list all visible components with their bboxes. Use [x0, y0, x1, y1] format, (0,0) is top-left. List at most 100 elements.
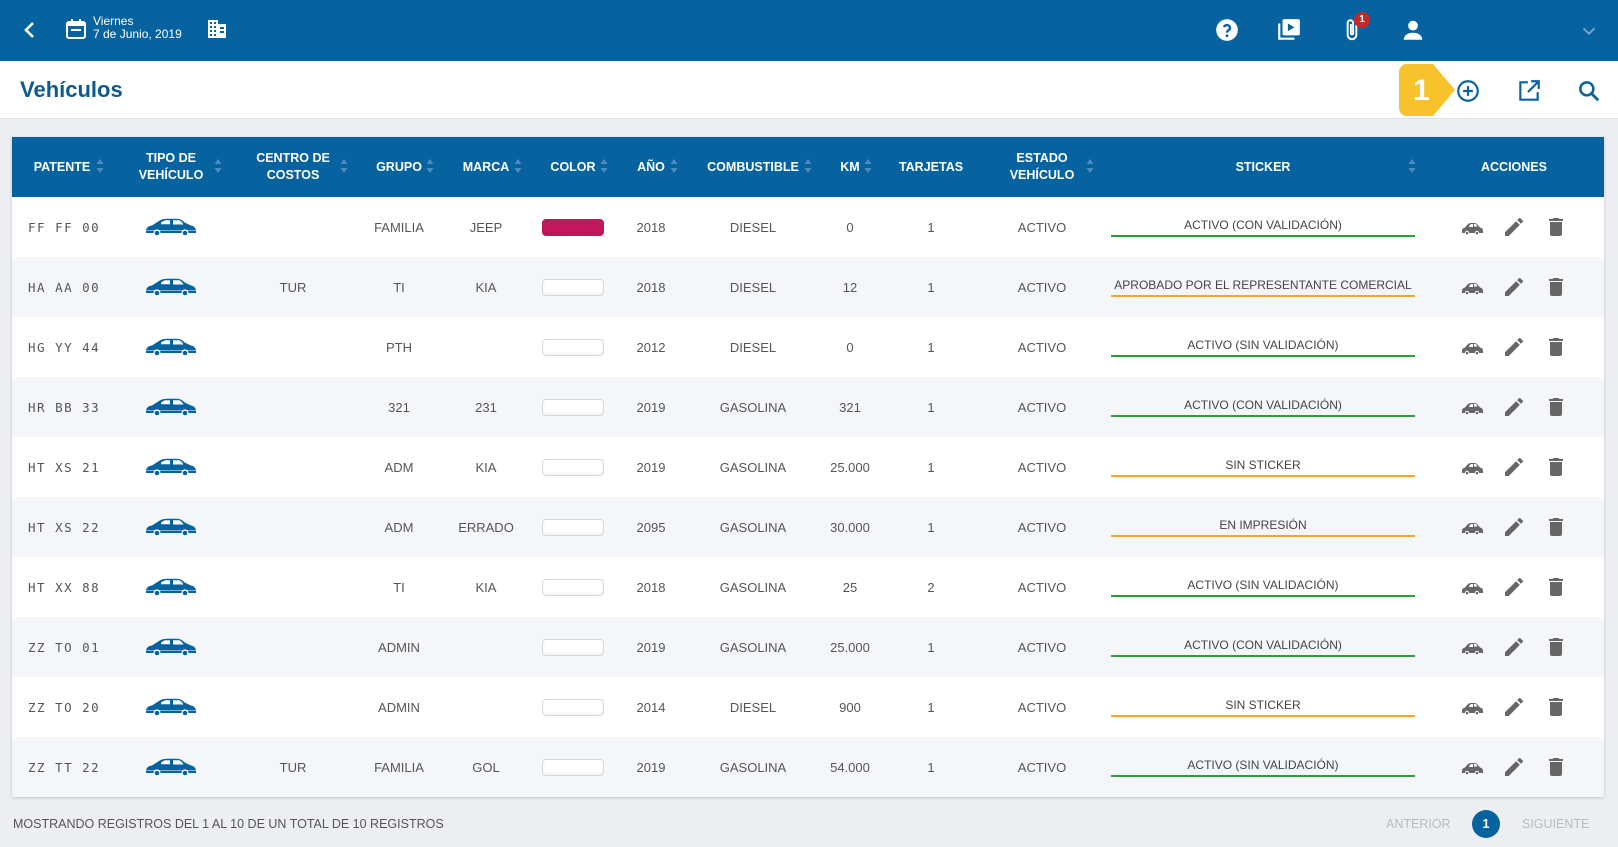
add-circle-icon[interactable]	[1455, 78, 1481, 104]
edit-pencil-icon[interactable]	[1502, 215, 1526, 239]
edit-pencil-icon[interactable]	[1502, 635, 1526, 659]
table-row[interactable]: FF FF 00 FAMILIA JEEP 2018 DIESEL 0 1 ACTIVO ACT…	[12, 197, 1604, 257]
column-header-label: TIPO DE VEHÍCULO	[138, 151, 204, 182]
edit-pencil-icon[interactable]	[1502, 695, 1526, 719]
cell-anio: 2019	[636, 399, 666, 415]
table-row[interactable]: ZZ TO 20 ADMIN 2014 DIESEL 900 1 ACTIVO SIN STI…	[12, 677, 1604, 737]
car-cards-icon[interactable]	[1460, 455, 1484, 479]
search-icon[interactable]	[1576, 78, 1602, 104]
sort-icon[interactable]	[1408, 158, 1416, 174]
step-number: 1	[1413, 74, 1430, 107]
pagination-previous[interactable]: ANTERIOR	[1386, 817, 1451, 831]
cell-tipo-vehiculo	[112, 497, 230, 557]
trash-icon[interactable]	[1544, 395, 1568, 419]
pagination-next[interactable]: SIGUIENTE	[1522, 817, 1590, 831]
car-cards-icon[interactable]	[1460, 515, 1484, 539]
car-cards-icon[interactable]	[1460, 275, 1484, 299]
trash-icon[interactable]	[1544, 215, 1568, 239]
sort-icon[interactable]	[214, 158, 222, 174]
sort-icon[interactable]	[600, 158, 608, 174]
column-header-estado-vehiculo[interactable]: ESTADO VEHÍCULO	[982, 137, 1102, 197]
table-row[interactable]: HA AA 00 TUR TI KIA 2018 DIESEL 12 1 ACTIVO APROB…	[12, 257, 1604, 317]
car-cards-icon[interactable]	[1460, 335, 1484, 359]
column-header-marca[interactable]: MARCA	[442, 137, 530, 197]
car-cards-icon[interactable]	[1460, 575, 1484, 599]
cell-sticker: EN IMPRESIÓN	[1102, 497, 1424, 557]
cell-sticker: SIN STICKER	[1102, 437, 1424, 497]
edit-pencil-icon[interactable]	[1502, 395, 1526, 419]
car-cards-icon[interactable]	[1460, 635, 1484, 659]
table-row[interactable]: HT XX 88 TI KIA 2018 GASOLINA 25 2 ACTIVO ACTIVO…	[12, 557, 1604, 617]
cell-km: 0	[846, 219, 854, 235]
car-cards-icon[interactable]	[1460, 695, 1484, 719]
step-indicator-badge: 1	[1399, 64, 1455, 116]
column-header-color[interactable]: COLOR	[530, 137, 616, 197]
edit-pencil-icon[interactable]	[1502, 515, 1526, 539]
table-row[interactable]: HR BB 33 321 231 2019 GASOLINA 321 1 ACTIVO ACTI…	[12, 377, 1604, 437]
cell-patente: ZZ TO 20	[28, 699, 101, 715]
sort-icon[interactable]	[864, 158, 872, 174]
cell-sticker: ACTIVO (SIN VALIDACIÓN)	[1102, 317, 1424, 377]
pagination-page-1[interactable]: 1	[1472, 810, 1500, 838]
column-header-anio[interactable]: AÑO	[616, 137, 686, 197]
column-header-combustible[interactable]: COMBUSTIBLE	[686, 137, 820, 197]
sort-icon[interactable]	[426, 158, 434, 174]
trash-icon[interactable]	[1544, 695, 1568, 719]
trash-icon[interactable]	[1544, 455, 1568, 479]
car-cards-icon[interactable]	[1460, 755, 1484, 779]
column-header-sticker[interactable]: STICKER	[1102, 137, 1424, 197]
car-icon	[146, 638, 196, 657]
table-row[interactable]: HT XS 21 ADM KIA 2019 GASOLINA 25.000 1 ACTIVO S…	[12, 437, 1604, 497]
cell-anio: 2019	[636, 459, 666, 475]
sort-icon[interactable]	[1086, 158, 1094, 174]
color-swatch	[542, 518, 604, 536]
table-header-row: PATENTE TIPO DE VEHÍCULO CENTRO DE COSTOS G…	[12, 137, 1604, 197]
car-cards-icon[interactable]	[1460, 215, 1484, 239]
cell-tarjetas: 1	[927, 399, 935, 415]
edit-pencil-icon[interactable]	[1502, 755, 1526, 779]
cell-tipo-vehiculo	[112, 737, 230, 797]
trash-icon[interactable]	[1544, 575, 1568, 599]
building-icon[interactable]	[205, 17, 229, 41]
edit-pencil-icon[interactable]	[1502, 455, 1526, 479]
cell-tarjetas: 1	[927, 759, 935, 775]
trash-icon[interactable]	[1544, 335, 1568, 359]
edit-pencil-icon[interactable]	[1502, 575, 1526, 599]
car-cards-icon[interactable]	[1460, 395, 1484, 419]
table-row[interactable]: HT XS 22 ADM ERRADO 2095 GASOLINA 30.000 1 ACTI…	[12, 497, 1604, 557]
video-icon[interactable]	[1276, 17, 1302, 43]
trash-icon[interactable]	[1544, 515, 1568, 539]
chevron-left-icon[interactable]	[18, 18, 42, 42]
sort-icon[interactable]	[804, 158, 812, 174]
column-header-label: STICKER	[1235, 159, 1291, 174]
open-external-icon[interactable]	[1516, 78, 1542, 104]
sort-icon[interactable]	[340, 158, 348, 174]
column-header-tipo-vehiculo[interactable]: TIPO DE VEHÍCULO	[112, 137, 230, 197]
column-header-patente[interactable]: PATENTE	[12, 137, 112, 197]
cell-acciones	[1424, 257, 1604, 317]
cell-tipo-vehiculo	[112, 197, 230, 257]
trash-icon[interactable]	[1544, 275, 1568, 299]
chevron-down-icon[interactable]	[1578, 20, 1600, 42]
help-icon[interactable]	[1214, 17, 1240, 43]
cell-patente: HR BB 33	[28, 399, 101, 415]
cell-centro-costos: TUR	[279, 759, 307, 775]
trash-icon[interactable]	[1544, 635, 1568, 659]
user-icon[interactable]	[1400, 17, 1426, 43]
table-row[interactable]: ZZ TT 22 TUR FAMILIA GOL 2019 GASOLINA 54.000 1…	[12, 737, 1604, 797]
cell-marca	[442, 317, 530, 377]
edit-pencil-icon[interactable]	[1502, 335, 1526, 359]
column-header-centro-costos[interactable]: CENTRO DE COSTOS	[230, 137, 356, 197]
table-row[interactable]: HG YY 44 PTH 2012 DIESEL 0 1 ACTIVO ACTIVO (SIN…	[12, 317, 1604, 377]
column-header-grupo[interactable]: GRUPO	[356, 137, 442, 197]
paperclip-icon[interactable]	[1339, 17, 1365, 43]
trash-icon[interactable]	[1544, 755, 1568, 779]
sort-icon[interactable]	[670, 158, 678, 174]
sticker-status: SIN STICKER	[1111, 458, 1415, 477]
sort-icon[interactable]	[514, 158, 522, 174]
edit-pencil-icon[interactable]	[1502, 275, 1526, 299]
column-header-km[interactable]: KM	[820, 137, 880, 197]
vehicles-table: PATENTE TIPO DE VEHÍCULO CENTRO DE COSTOS G…	[12, 137, 1604, 797]
sort-icon[interactable]	[96, 158, 104, 174]
table-row[interactable]: ZZ TO 01 ADMIN 2019 GASOLINA 25.000 1 ACTIVO AC…	[12, 617, 1604, 677]
